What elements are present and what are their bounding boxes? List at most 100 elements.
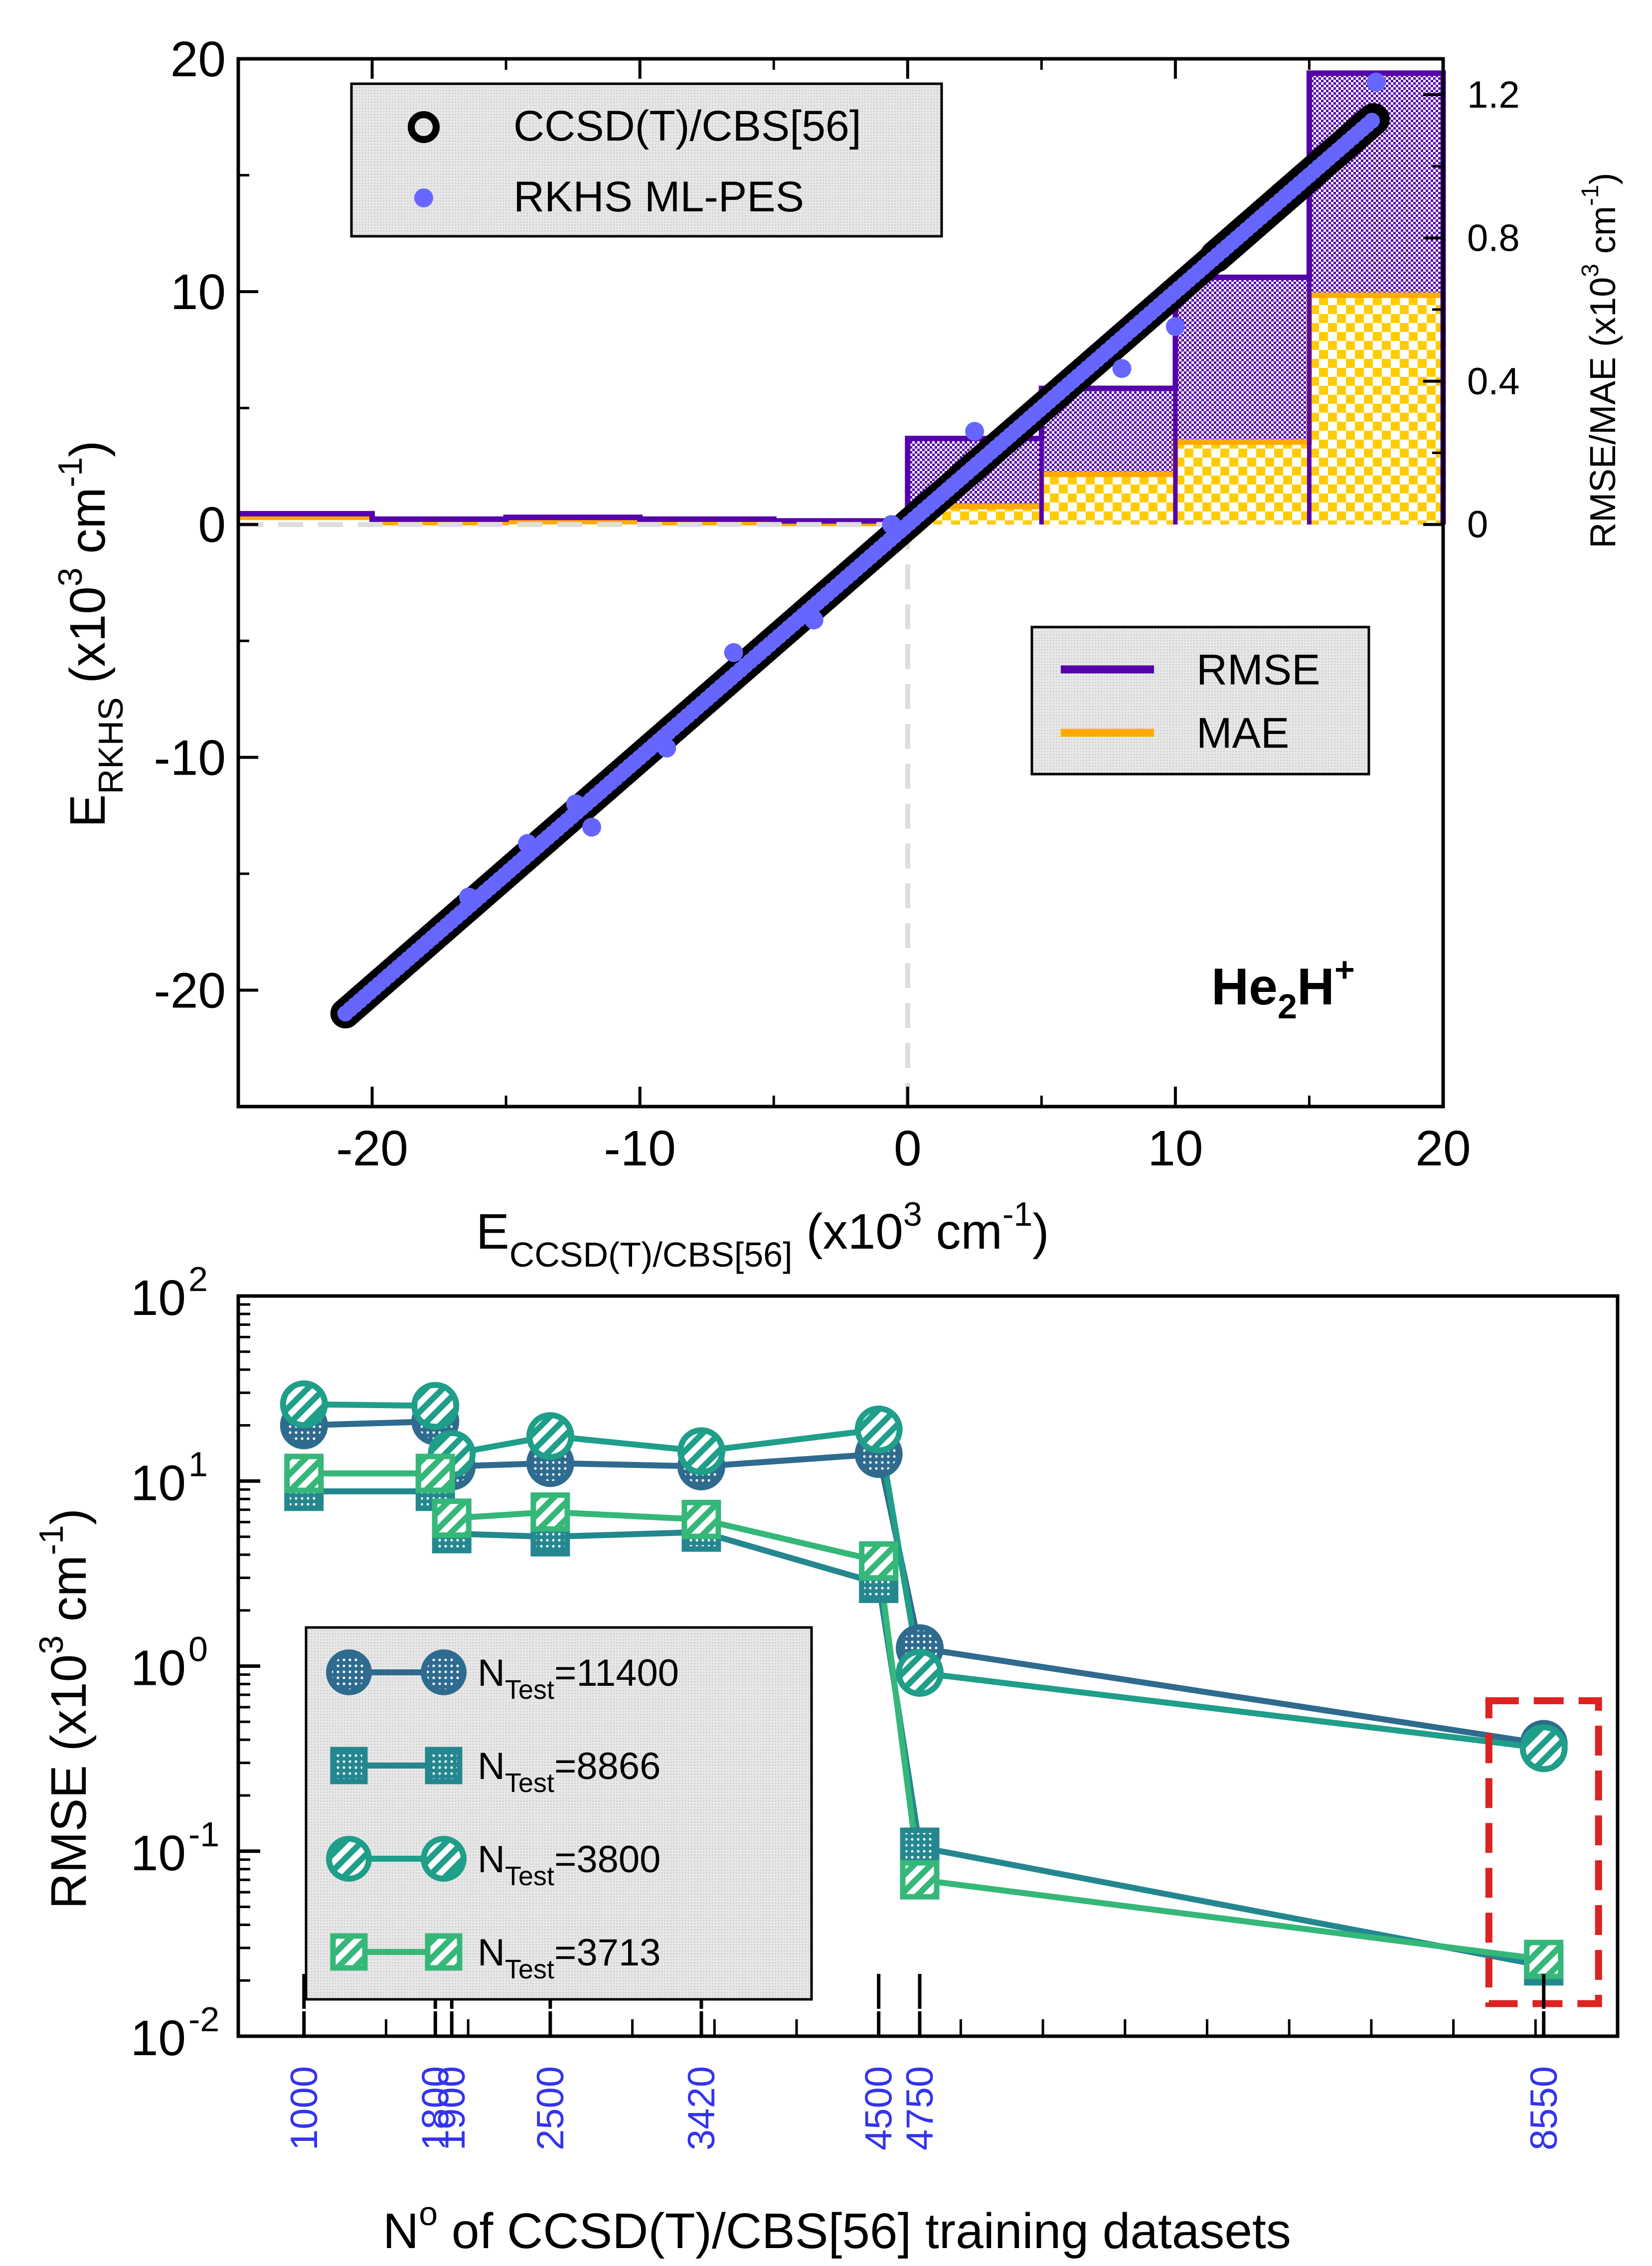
ml-point-outlier-2 <box>1165 317 1185 336</box>
series-2-marker-5 <box>854 1405 903 1454</box>
bottom-y-tick-label-2: 10 <box>131 1640 186 1696</box>
top-y2-tick-label-2: 0.8 <box>1467 217 1520 259</box>
bottom-y-tick-label-4: 10 <box>131 1270 186 1326</box>
legend-label-rmse: RMSE <box>1196 646 1320 694</box>
bottom-x-axis-label: No of CCSD(T)/CBS[56] training datasets <box>383 2195 1291 2259</box>
mae-bar-8 <box>1309 295 1443 525</box>
series-2-marker-4 <box>677 1427 725 1475</box>
mae-bar-7 <box>1175 442 1310 525</box>
top-x-tick-label-2: 0 <box>894 1121 922 1176</box>
top-y2-tick-label-1: 0.4 <box>1467 360 1520 403</box>
bottom-y-tick-exponent-2: 0 <box>188 1630 208 1669</box>
molecule-label: He2H+ <box>1211 950 1355 1026</box>
top-y-tick-label-1: -10 <box>154 730 226 786</box>
bottom-y-tick-exponent-1: -1 <box>188 1815 219 1854</box>
series-2-marker-3 <box>526 1412 574 1460</box>
top-x-tick-label-1: -10 <box>604 1121 676 1176</box>
ml-point-outlier-3 <box>1366 72 1386 92</box>
legend-marker-0-0 <box>326 1649 372 1695</box>
ml-legend-marker <box>414 188 433 207</box>
bottom-y-tick-exponent-0: -2 <box>188 2000 219 2039</box>
series-legend: NTest=11400 NTest=8866 NTest=3800 NTest=371… <box>305 1626 813 2001</box>
bottom-y-tick-exponent-3: 1 <box>188 1445 208 1483</box>
top-y2-tick-label-0: 0 <box>1467 503 1488 546</box>
bottom-y-tick-label-3: 10 <box>131 1455 186 1511</box>
points-legend: CCSD(T)/CBS[56] RKHS ML-PES <box>350 82 943 238</box>
bottom-x-tick-label-3: 2500 <box>529 2066 572 2150</box>
reference-point-320 <box>1357 103 1390 136</box>
legend-marker-3-1 <box>425 1933 463 1971</box>
ml-point-outlier-5 <box>657 738 676 758</box>
bottom-x-tick-label-4: 3420 <box>680 2066 723 2150</box>
ml-point-outlier-6 <box>582 817 601 837</box>
bottom-x-tick-label-2: 1900 <box>431 2066 473 2150</box>
legend-marker-1-1 <box>425 1747 463 1784</box>
legend-marker-0-1 <box>421 1649 467 1695</box>
energy-correlation-panel: -20 -10 0 10 20 -20 -10 0 10 20 0 0.4 0.8 1.2 CCSD(T)… <box>51 31 1623 1274</box>
top-y-tick-label-0: -20 <box>154 963 226 1018</box>
legend-label-series-3: NTest=3713 <box>478 1932 661 1984</box>
top-x-tick-label-0: -20 <box>336 1121 408 1176</box>
bottom-x-tick-label-7: 8550 <box>1523 2066 1565 2150</box>
ml-point-outlier-10 <box>804 610 824 630</box>
series-3-marker-5 <box>859 1541 899 1581</box>
series-3-marker-7 <box>1524 1940 1564 1979</box>
ml-point-outlier-1 <box>1112 359 1132 378</box>
top-y-tick-label-3: 10 <box>170 264 226 320</box>
ml-point-outlier-0 <box>965 422 985 441</box>
rmse-series-markers <box>280 1380 1568 1986</box>
top-axis-ticks: -20 -10 0 10 20 -20 -10 0 10 20 0 0.4 0.8 1.2 <box>154 31 1519 1176</box>
top-y-axis-label: ERKHS (x103 cm-1) <box>51 441 130 827</box>
mae-bar-6 <box>1041 474 1175 525</box>
legend-marker-1-0 <box>330 1747 368 1784</box>
ml-point-outlier-9 <box>459 887 478 907</box>
bottom-x-tick-label-5: 4500 <box>858 2066 900 2150</box>
legend-label-reference: CCSD(T)/CBS[56] <box>513 102 861 150</box>
legend-label-series-0: NTest=11400 <box>478 1652 679 1705</box>
legend-label-series-1: NTest=8866 <box>478 1745 661 1798</box>
series-3-marker-4 <box>681 1499 721 1539</box>
series-1-marker-6 <box>900 1827 940 1867</box>
ml-point-outlier-11 <box>882 515 901 534</box>
top-y-tick-label-2: 0 <box>198 497 226 553</box>
top-y2-axis-label: RMSE/MAE (x103 cm-1) <box>1577 173 1623 548</box>
bottom-y-tick-exponent-4: 2 <box>188 1260 208 1298</box>
bottom-x-tick-label-0: 1000 <box>283 2066 326 2150</box>
top-x-tick-label-4: 20 <box>1415 1121 1471 1176</box>
top-y-tick-label-4: 20 <box>170 31 226 87</box>
ml-point-diag-213 <box>1364 113 1380 129</box>
ml-point-outlier-7 <box>566 794 585 813</box>
ml-point-outlier-4 <box>724 643 743 662</box>
bottom-x-tick-label-6: 4750 <box>899 2066 941 2150</box>
bottom-x-tick-label-1: 1800 <box>414 2066 457 2150</box>
ml-energy-points <box>337 72 1386 1022</box>
series-3-marker-1 <box>415 1454 455 1493</box>
legend-label-ml: RKHS ML-PES <box>513 173 804 221</box>
legend-marker-2-0 <box>326 1836 372 1882</box>
legend-label-mae: MAE <box>1196 709 1289 757</box>
series-2-marker-0 <box>280 1380 328 1429</box>
error-legend: RMSE MAE <box>1030 626 1370 776</box>
bottom-y-tick-label-0: 10 <box>131 2010 186 2066</box>
bottom-y-axis-label: RMSE (x103 cm-1) <box>32 1508 97 1909</box>
series-3-marker-3 <box>530 1492 570 1532</box>
top-x-tick-label-3: 10 <box>1148 1121 1203 1176</box>
top-y2-tick-label-3: 1.2 <box>1467 74 1520 116</box>
legend-marker-3-0 <box>330 1933 368 1971</box>
series-3-marker-0 <box>284 1454 324 1493</box>
ml-point-outlier-8 <box>518 834 537 853</box>
reference-legend-marker <box>408 111 440 143</box>
top-x-axis-label: ECCSD(T)/CBS[56] (x103 cm-1) <box>476 1195 1049 1274</box>
series-2-marker-1 <box>411 1382 460 1430</box>
legend-label-series-2: NTest=3800 <box>478 1838 661 1891</box>
series-2-marker-7 <box>1519 1724 1568 1773</box>
legend-marker-2-1 <box>421 1836 467 1882</box>
bottom-y-tick-label-1: 10 <box>131 1825 186 1881</box>
series-3-marker-6 <box>900 1860 940 1900</box>
series-2-marker-6 <box>896 1648 944 1697</box>
series-3-marker-2 <box>432 1498 472 1538</box>
top-plot-frame <box>236 57 1445 1109</box>
